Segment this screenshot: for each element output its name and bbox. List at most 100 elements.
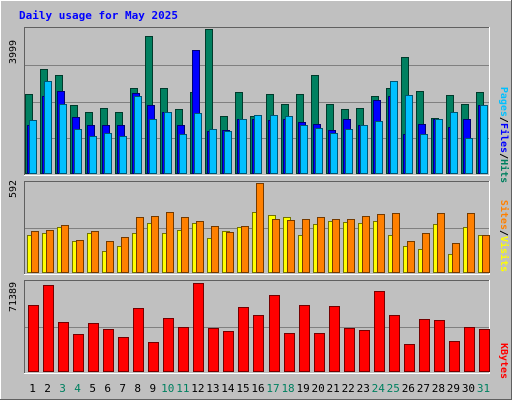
bar-pages-day-4 <box>74 129 82 174</box>
x-tick-label: 20 <box>312 382 325 395</box>
bar-pages-day-12 <box>194 113 202 174</box>
x-tick-label: 10 <box>161 382 174 395</box>
bar-sites-day-21 <box>332 219 340 273</box>
bar-sites-day-16 <box>256 183 264 273</box>
bar-sites-day-22 <box>347 219 355 273</box>
legend-sites: Sites <box>498 200 510 230</box>
bar-sites-day-8 <box>136 217 144 273</box>
x-tick-label: 3 <box>59 382 66 395</box>
bar-pages-day-30 <box>465 138 473 174</box>
bar-kbytes-day-15 <box>238 307 249 372</box>
bar-sites-day-10 <box>166 212 174 273</box>
x-tick-label: 15 <box>236 382 249 395</box>
bar-sites-day-12 <box>196 221 204 273</box>
bar-sites-day-9 <box>151 216 159 273</box>
bar-kbytes-day-3 <box>58 322 69 372</box>
legend-separator: / <box>498 230 509 236</box>
bar-pages-day-1 <box>29 120 37 174</box>
bar-kbytes-day-31 <box>479 329 490 372</box>
bar-sites-day-3 <box>61 225 69 273</box>
x-tick-label: 23 <box>357 382 370 395</box>
bar-pages-day-21 <box>330 133 338 174</box>
x-tick-label: 6 <box>104 382 111 395</box>
bar-kbytes-day-8 <box>133 308 144 372</box>
svg-text:Sites/Visits: Sites/Visits <box>498 200 510 272</box>
kbytes-panel-legend: KBytes <box>498 343 509 379</box>
bar-kbytes-day-9 <box>148 342 159 372</box>
bar-sites-day-31 <box>482 235 490 273</box>
legend-files: Files <box>498 123 510 153</box>
bar-sites-day-6 <box>106 241 114 273</box>
bar-sites-day-11 <box>181 217 189 273</box>
x-tick-label: 17 <box>266 382 279 395</box>
x-tick-label: 5 <box>89 382 96 395</box>
bar-pages-day-6 <box>104 133 112 174</box>
bar-sites-day-14 <box>226 232 234 273</box>
bar-pages-day-7 <box>119 136 127 174</box>
bar-pages-day-2 <box>44 81 52 174</box>
bar-kbytes-day-29 <box>449 341 460 372</box>
bar-pages-day-8 <box>134 96 142 174</box>
bar-sites-day-28 <box>437 213 445 273</box>
x-tick-label: 28 <box>432 382 445 395</box>
bar-kbytes-day-24 <box>374 291 385 372</box>
legend-hits: Hits <box>498 159 510 183</box>
legend-separator: / <box>498 117 509 123</box>
bar-kbytes-day-17 <box>269 295 280 372</box>
bar-kbytes-day-5 <box>88 323 99 372</box>
bar-pages-day-27 <box>420 134 428 174</box>
x-tick-label: 29 <box>447 382 460 395</box>
legend-kbytes: KBytes <box>498 343 509 379</box>
bar-sites-day-29 <box>452 243 460 273</box>
bar-pages-day-10 <box>164 112 172 174</box>
chart-panels <box>24 27 490 374</box>
x-tick-label: 19 <box>296 382 309 395</box>
bar-kbytes-day-4 <box>73 334 84 372</box>
bar-sites-day-18 <box>287 220 295 273</box>
bar-sites-day-20 <box>317 217 325 273</box>
bar-kbytes-day-23 <box>359 330 370 372</box>
bar-pages-day-14 <box>224 131 232 174</box>
bar-sites-day-19 <box>302 219 310 273</box>
x-tick-label: 24 <box>372 382 386 395</box>
bar-kbytes-day-10 <box>163 318 174 372</box>
bar-kbytes-day-16 <box>253 315 264 372</box>
bar-kbytes-day-20 <box>314 333 325 372</box>
legend-pages: Pages <box>498 87 509 117</box>
x-tick-label: 2 <box>44 382 51 395</box>
x-tick-label: 25 <box>387 382 400 395</box>
bar-pages-day-16 <box>254 115 262 174</box>
x-tick-label: 4 <box>74 382 81 395</box>
x-tick-label: 18 <box>281 382 294 395</box>
x-tick-label: 14 <box>221 382 235 395</box>
x-tick-label: 8 <box>134 382 141 395</box>
x-tick-label: 31 <box>477 382 490 395</box>
bar-kbytes-day-27 <box>419 319 430 372</box>
bar-pages-day-31 <box>480 105 488 174</box>
bar-sites-day-17 <box>272 219 280 273</box>
bar-kbytes-day-2 <box>43 285 54 372</box>
bar-kbytes-day-19 <box>299 305 310 372</box>
bar-pages-day-26 <box>405 95 413 174</box>
bar-kbytes-day-6 <box>103 329 114 372</box>
bar-sites-day-13 <box>211 226 219 273</box>
bar-sites-day-5 <box>91 231 99 273</box>
bar-kbytes-day-11 <box>178 327 189 372</box>
x-tick-label: 27 <box>417 382 430 395</box>
bar-kbytes-day-25 <box>389 315 400 372</box>
bar-pages-day-9 <box>149 119 157 174</box>
x-tick-label: 21 <box>327 382 340 395</box>
bar-kbytes-day-21 <box>329 306 340 372</box>
bar-sites-day-7 <box>121 237 129 273</box>
bar-sites-day-15 <box>241 226 249 273</box>
bar-pages-day-3 <box>59 104 67 174</box>
x-tick-label: 9 <box>149 382 156 395</box>
x-axis-labels: 1 2 3 4 5 6 7 8 9 10 11 12 13 14 15 16 17 18 19 20 21 22 23 24 2… <box>29 382 490 395</box>
x-tick-label: 11 <box>176 382 189 395</box>
bar-pages-day-22 <box>345 129 353 174</box>
bar-sites-day-23 <box>362 216 370 273</box>
x-tick-label: 22 <box>342 382 355 395</box>
x-tick-label: 26 <box>402 382 415 395</box>
bar-kbytes-day-1 <box>28 305 39 372</box>
